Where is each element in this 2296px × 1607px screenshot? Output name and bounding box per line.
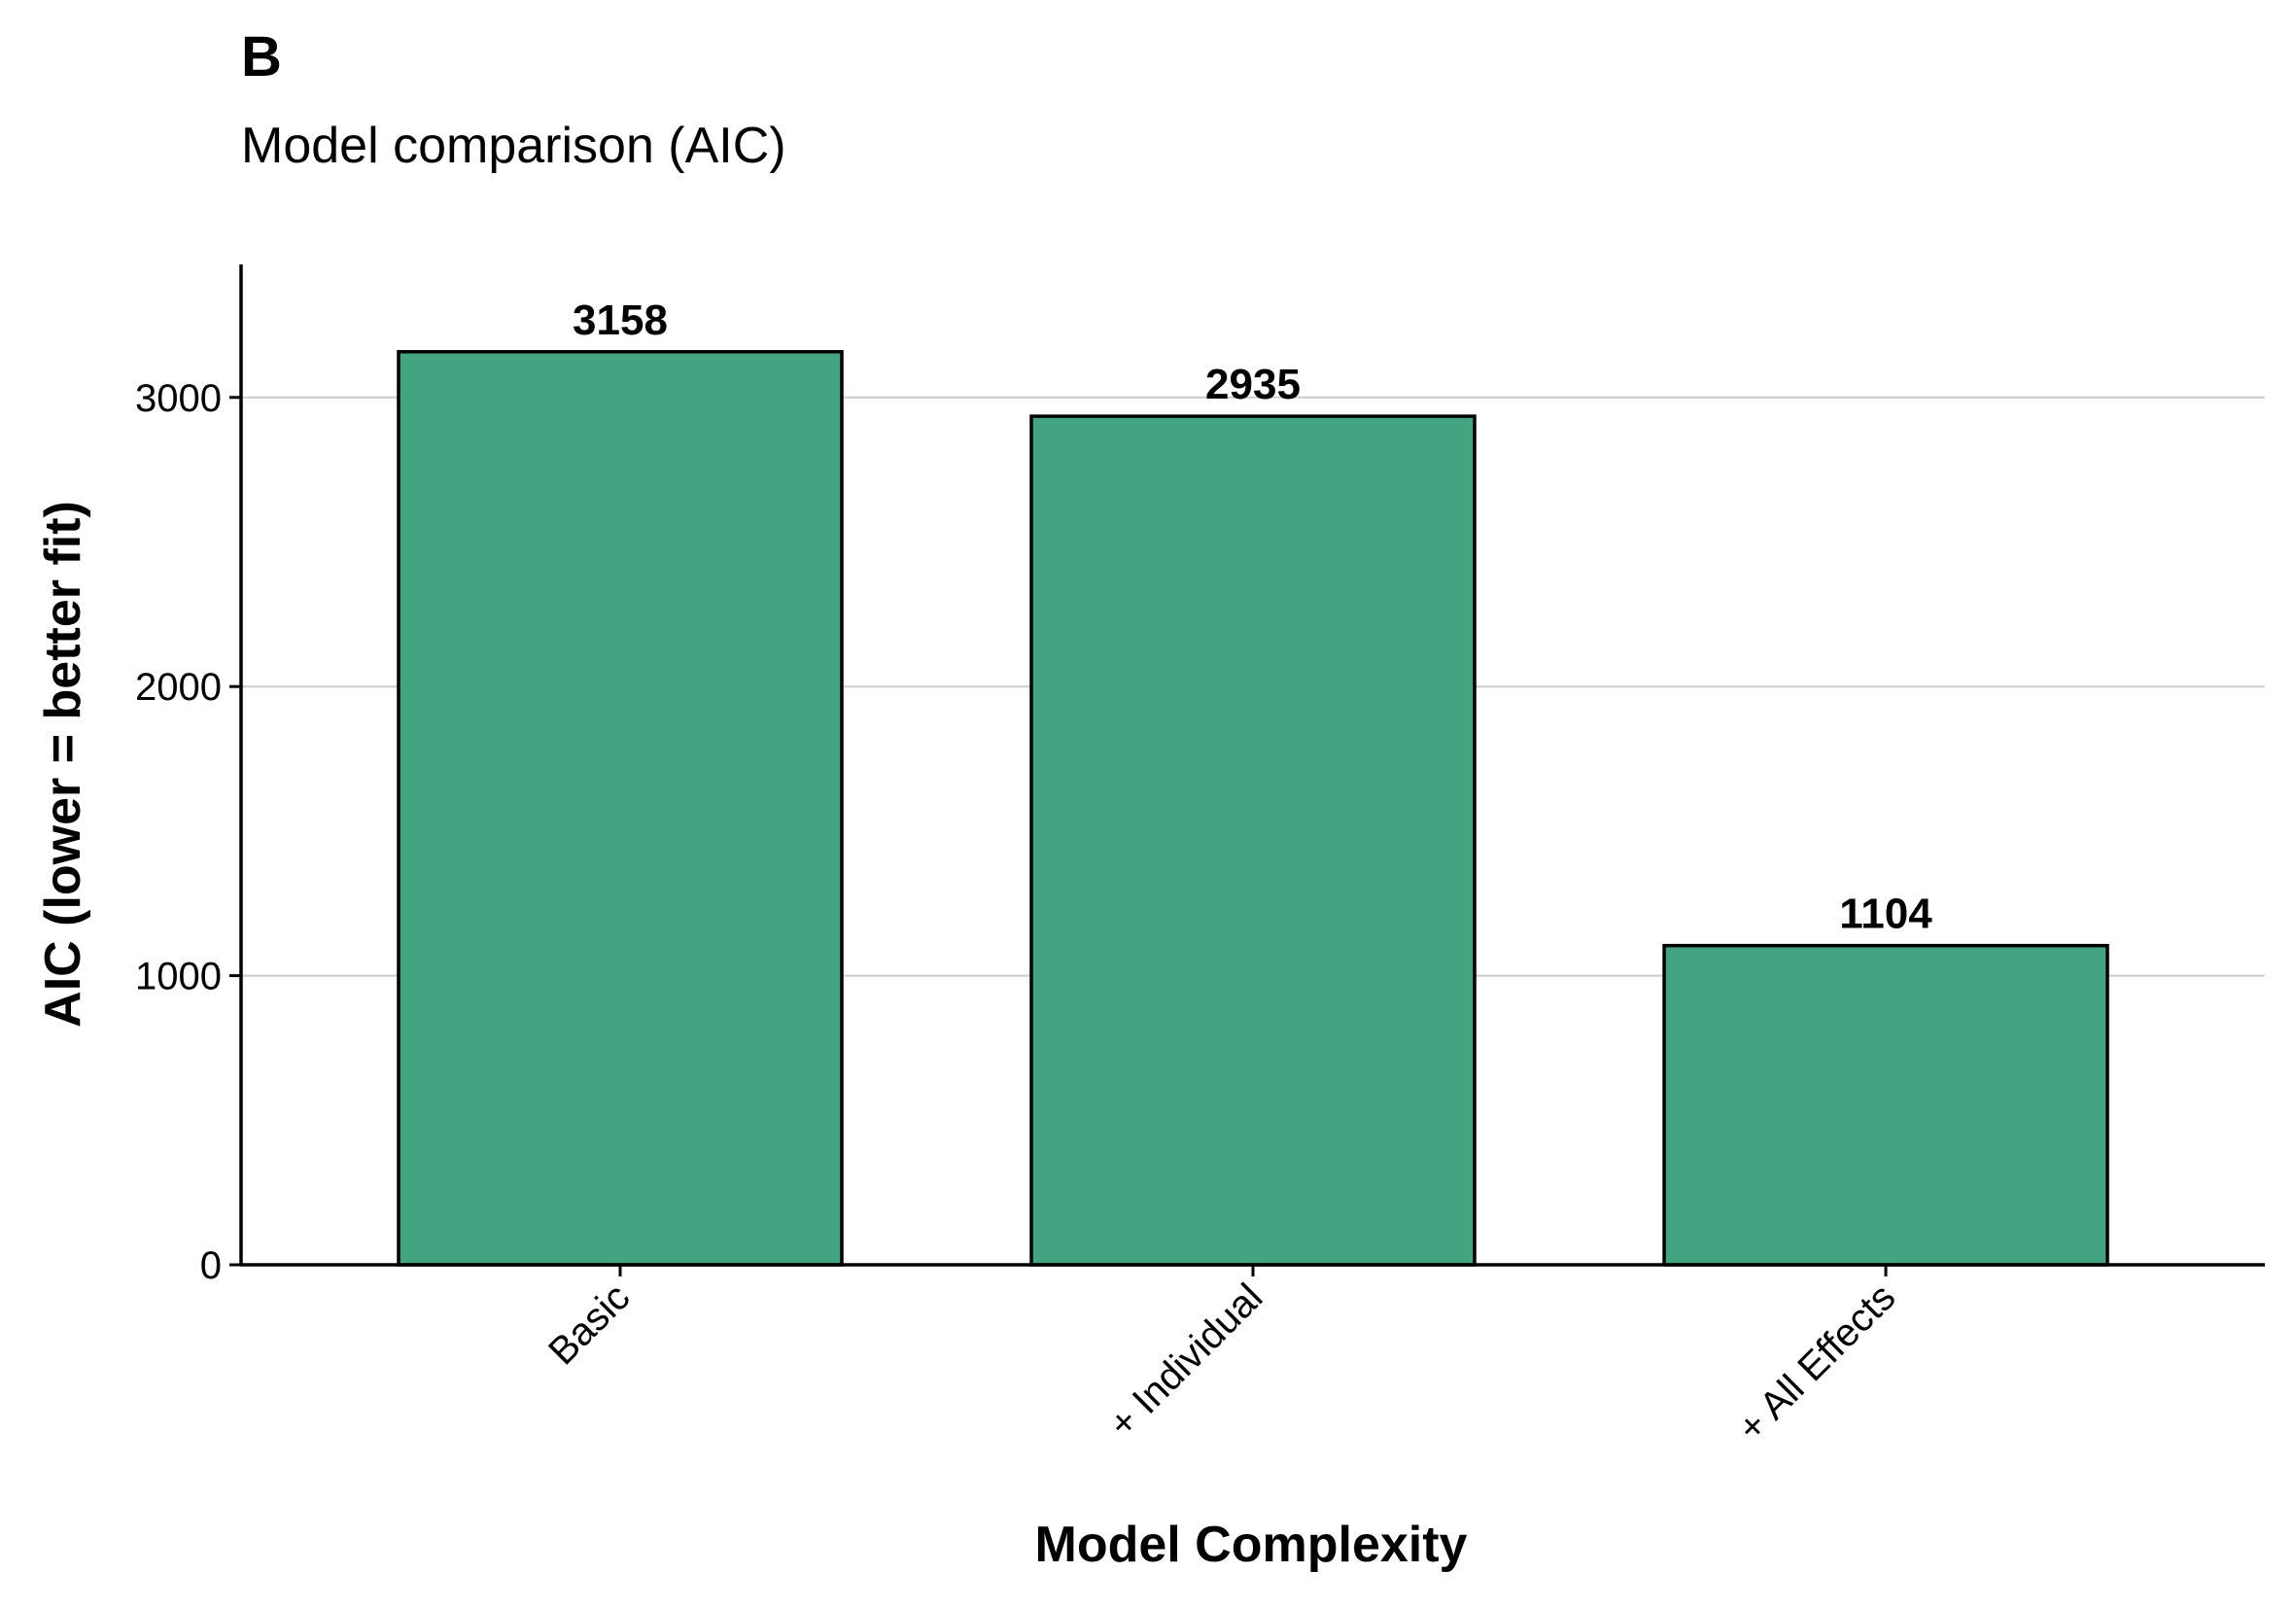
bar <box>1662 943 2109 1267</box>
bars <box>397 350 2109 1267</box>
panel-label: B <box>241 25 282 88</box>
axes <box>229 264 2265 1276</box>
bar <box>1029 414 1477 1267</box>
x-axis-title: Model Complexity <box>1035 1517 1468 1573</box>
y-axis-title: AIC (lower = better fit) <box>35 501 91 1028</box>
x-tick-label: + All Effects <box>1729 1275 1903 1450</box>
y-tick-label: 3000 <box>135 377 222 420</box>
y-tick-label: 1000 <box>135 956 222 998</box>
y-tick-label: 0 <box>200 1244 222 1287</box>
labels: 3158 2935 1104 0 1000 2000 3000 Basic + Individu… <box>35 297 1932 1573</box>
x-tick-label: Basic <box>540 1275 638 1373</box>
chart-subtitle: Model comparison (AIC) <box>241 118 786 174</box>
y-tick-label: 2000 <box>135 666 222 709</box>
bar-value-label: 1104 <box>1839 891 1932 938</box>
bar-value-label: 3158 <box>573 297 668 344</box>
bar-value-label: 2935 <box>1205 361 1301 408</box>
bar <box>397 350 844 1267</box>
x-tick-label: + Individual <box>1100 1275 1270 1446</box>
